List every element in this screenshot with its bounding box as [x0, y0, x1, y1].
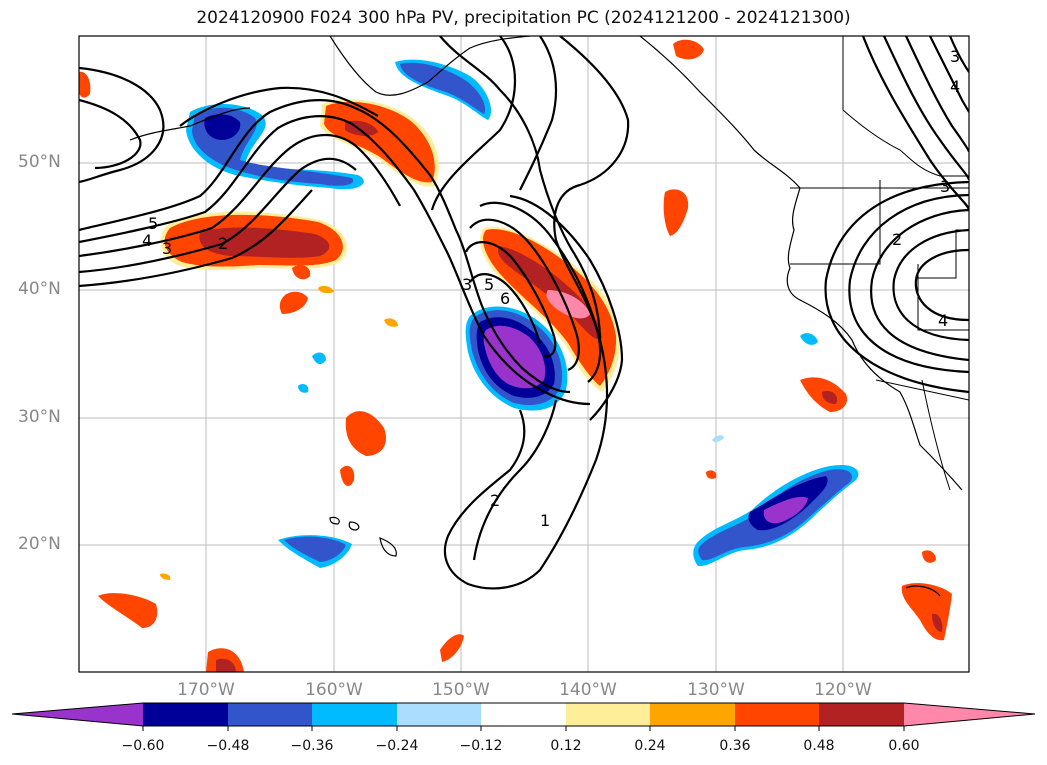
colorbar-extend-low [12, 703, 143, 726]
colorbar-tick-label: 0.36 [719, 738, 751, 754]
contour-label: 3 [940, 177, 950, 196]
contour-label: 5 [484, 275, 494, 294]
colorbar-segment [819, 703, 904, 726]
contour-label: 6 [500, 289, 510, 308]
lon-label: 120°W [814, 680, 872, 700]
contour-label: 2 [218, 234, 228, 253]
colorbar-segment [228, 703, 312, 726]
contour-label: 2 [490, 491, 500, 510]
colorbar-tick-label: −0.12 [459, 738, 503, 754]
colorbar [11, 702, 1036, 731]
contour-label: 2 [892, 230, 902, 249]
contour-label: 3 [950, 47, 960, 66]
colorbar-segment [312, 703, 397, 726]
colorbar-tick-label: 0.60 [888, 738, 920, 754]
lon-label: 130°W [687, 680, 745, 700]
pv-contours [79, 36, 969, 590]
contour-label: 5 [148, 214, 158, 233]
colorbar-tick-label: −0.36 [290, 738, 334, 754]
contour-label: 3 [162, 239, 172, 258]
lon-label: 140°W [559, 680, 617, 700]
lon-label: 160°W [305, 680, 363, 700]
lat-label: 30°N [18, 407, 61, 427]
contour-label: 4 [938, 311, 948, 330]
colorbar-segment [566, 703, 650, 726]
contour-labels: 5 4 3 2 3 5 6 2 1 3 2 4 4 3 [142, 47, 960, 530]
lon-label: 170°W [177, 680, 235, 700]
colorbar-tick-label: 0.24 [634, 738, 666, 754]
colorbar-tick-label: −0.60 [121, 738, 165, 754]
map-frame [78, 35, 970, 673]
lat-label: 20°N [18, 534, 61, 554]
precipitation-pc-shading [79, 39, 952, 672]
lat-label: 50°N [18, 152, 61, 172]
colorbar-tick-label: −0.24 [375, 738, 419, 754]
colorbar-segment [481, 703, 566, 726]
lon-label: 150°W [432, 680, 490, 700]
contour-label: 4 [142, 231, 152, 250]
colorbar-extend-high [904, 703, 1035, 726]
contour-label: 3 [462, 275, 472, 294]
colorbar-tick-label: −0.48 [206, 738, 250, 754]
contour-label: 1 [540, 511, 550, 530]
contour-label: 4 [950, 77, 960, 96]
colorbar-segment [650, 703, 735, 726]
colorbar-segment [143, 703, 228, 726]
colorbar-segment [735, 703, 819, 726]
lat-label: 40°N [18, 279, 61, 299]
coastlines [129, 36, 969, 597]
map-title: 2024120900 F024 300 hPa PV, precipitatio… [196, 8, 851, 28]
colorbar-segment [397, 703, 481, 726]
colorbar-tick-label: 0.12 [550, 738, 582, 754]
colorbar-tick-label: 0.48 [803, 738, 835, 754]
